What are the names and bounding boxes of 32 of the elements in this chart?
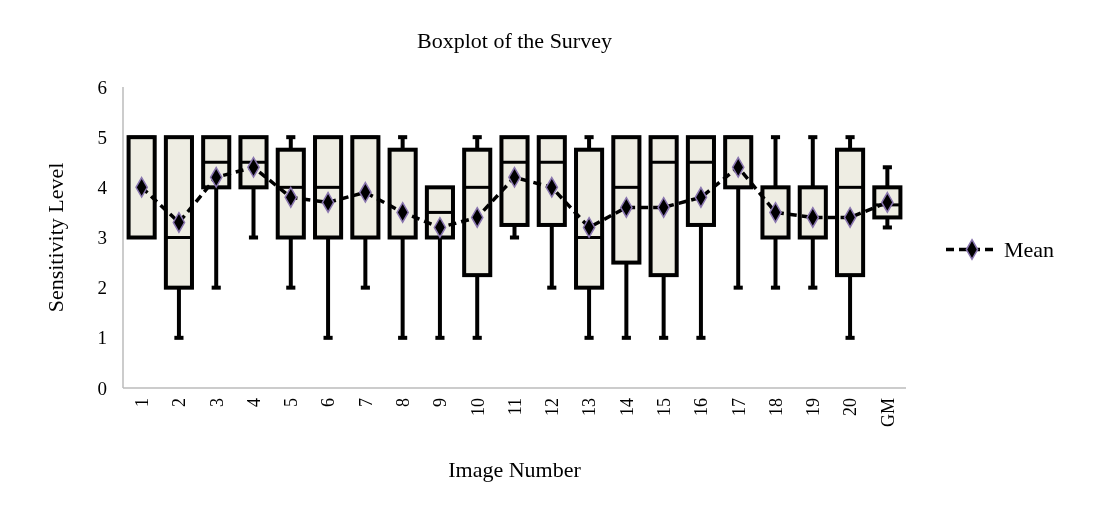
x-tick-label: 6 bbox=[318, 398, 339, 407]
x-tick-label: 11 bbox=[504, 398, 525, 416]
x-tick-label: 1 bbox=[131, 398, 152, 407]
y-tick-label: 0 bbox=[97, 377, 107, 399]
y-tick-label: 1 bbox=[97, 327, 107, 349]
x-tick-label: 12 bbox=[542, 398, 563, 416]
legend-label: Mean bbox=[1004, 237, 1055, 263]
x-tick-label: 16 bbox=[691, 398, 712, 416]
y-tick-label: 2 bbox=[97, 277, 107, 299]
x-tick-label: 3 bbox=[206, 398, 227, 407]
x-tick-label: 18 bbox=[765, 398, 786, 416]
x-axis-title: Image Number bbox=[448, 457, 582, 482]
x-tick-label: 17 bbox=[728, 398, 749, 416]
x-tick-label: 2 bbox=[169, 398, 190, 407]
y-tick-label: 4 bbox=[97, 176, 108, 198]
chart-title: Boxplot of the Survey bbox=[417, 28, 612, 53]
x-tick-label: 7 bbox=[355, 398, 376, 407]
x-tick-label: 15 bbox=[653, 398, 674, 416]
y-axis-title: Sensitivity Level bbox=[43, 162, 68, 313]
x-tick-label: 9 bbox=[430, 398, 451, 407]
y-tick-label: 5 bbox=[97, 126, 107, 148]
y-tick-label: 6 bbox=[97, 76, 107, 98]
x-tick-label: 13 bbox=[579, 398, 600, 416]
x-tick-label: 14 bbox=[616, 398, 637, 416]
x-tick-label: 4 bbox=[243, 398, 264, 407]
x-tick-label: 10 bbox=[467, 398, 488, 416]
x-tick-label: 19 bbox=[803, 398, 824, 416]
x-tick-label: 5 bbox=[281, 398, 302, 407]
x-tick-label: 8 bbox=[392, 398, 413, 407]
x-tick-label: 20 bbox=[840, 398, 861, 416]
y-tick-label: 3 bbox=[97, 227, 107, 249]
x-tick-label: GM bbox=[877, 398, 898, 428]
